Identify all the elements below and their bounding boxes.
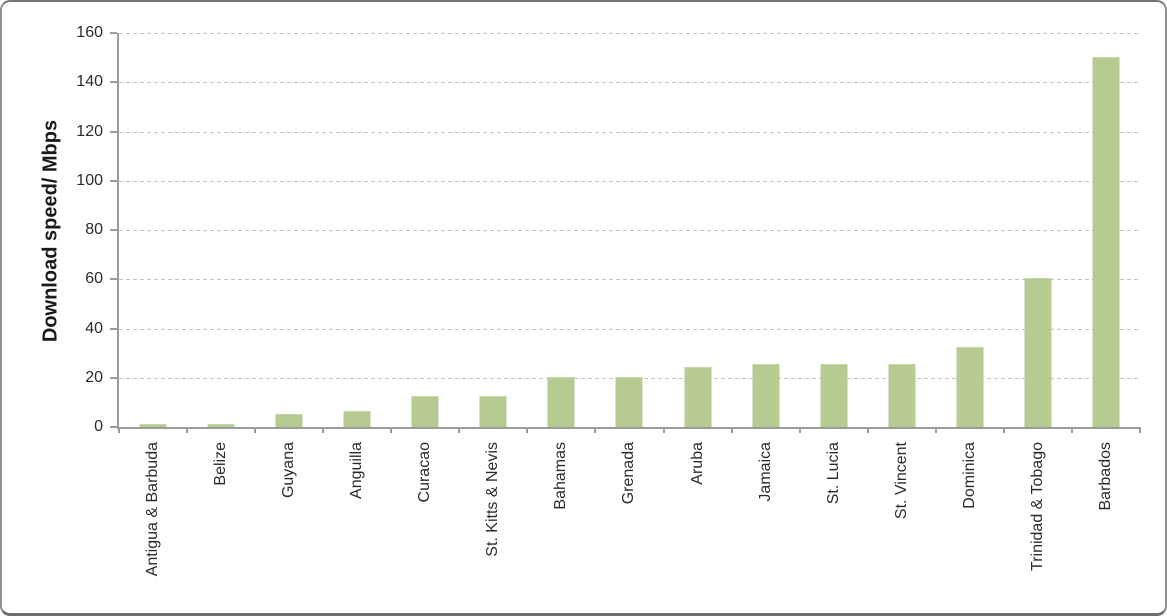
category-label: Barbados — [1096, 442, 1114, 511]
y-tick-label-0: 0 — [94, 418, 103, 435]
y-axis-tick — [110, 278, 117, 281]
bar-guyana — [275, 413, 303, 427]
category-column: Dominica — [936, 33, 1004, 509]
category-column: St. Kitts & Nevis — [459, 33, 527, 557]
bar-trinidad-tobago — [1024, 278, 1052, 427]
gridline-60 — [119, 279, 1140, 281]
category-label: Guyana — [280, 442, 298, 499]
category-column: Jamaica — [732, 33, 800, 502]
y-axis-tick — [110, 130, 117, 133]
x-axis-tick — [322, 427, 325, 433]
x-axis-tick — [798, 427, 801, 433]
category-label: Grenada — [620, 442, 638, 505]
x-axis-tick — [254, 427, 257, 433]
x-axis-tick — [118, 427, 120, 433]
x-axis-tick — [594, 427, 597, 433]
x-axis-tick — [934, 427, 937, 433]
bar-st-lucia — [820, 364, 848, 427]
y-axis-tick — [110, 179, 117, 182]
category-label: Trinidad & Tobago — [1028, 442, 1046, 571]
category-column: Antigua & Barbuda — [119, 33, 187, 576]
category-column: Anguilla — [323, 33, 391, 499]
y-tick-label-80: 80 — [85, 221, 103, 238]
y-axis-tick — [110, 81, 117, 84]
bar-curacao — [411, 396, 439, 427]
x-axis-tick — [730, 427, 733, 433]
bar-barbados — [1092, 56, 1120, 427]
bar-anguilla — [343, 411, 371, 427]
x-axis-tick — [1070, 427, 1073, 433]
gridline-160 — [119, 33, 1140, 34]
category-column: St. Vincent — [868, 33, 936, 519]
category-label: Antigua & Barbuda — [144, 442, 162, 577]
x-axis-tick — [390, 427, 393, 433]
bar-aruba — [684, 366, 712, 427]
bar-st-kitts-nevis — [479, 396, 507, 427]
category-label: Curacao — [416, 442, 434, 503]
x-axis-tick — [866, 427, 869, 433]
gridline-140 — [119, 82, 1140, 84]
category-label: Aruba — [688, 442, 706, 485]
gridline-100 — [119, 180, 1140, 182]
category-column: St. Lucia — [800, 33, 868, 504]
category-column: Aruba — [664, 33, 732, 485]
bar-st-vincent — [888, 364, 916, 427]
category-label: Belize — [212, 442, 230, 486]
bar-dominica — [956, 347, 984, 427]
bar-belize — [207, 423, 235, 427]
category-column: Curacao — [391, 33, 459, 502]
y-tick-label-160: 160 — [76, 24, 103, 41]
y-axis-tick — [110, 229, 117, 231]
plot-area: Antigua & Barbuda Belize Guyana Anguilla Cur… — [110, 32, 1141, 576]
category-label: St. Kitts & Nevis — [484, 442, 502, 557]
category-column: Guyana — [255, 33, 323, 498]
x-axis-tick — [526, 427, 529, 433]
category-label: St. Lucia — [824, 442, 842, 505]
y-tick-label-40: 40 — [85, 319, 103, 337]
bar-grenada — [615, 376, 643, 427]
y-tick-label-60: 60 — [85, 270, 103, 288]
category-column: Bahamas — [527, 33, 595, 510]
bar-jamaica — [752, 364, 780, 427]
gridline-80 — [119, 230, 1140, 231]
gridline-40 — [119, 328, 1140, 330]
category-label: Bahamas — [552, 442, 570, 510]
bar-bahamas — [547, 376, 575, 427]
y-tick-label-120: 120 — [76, 122, 103, 140]
category-column: Grenada — [595, 33, 663, 504]
category-column: Belize — [187, 33, 255, 486]
x-axis-tick — [1002, 427, 1005, 433]
y-axis-tick — [110, 426, 117, 428]
category-label: Anguilla — [348, 442, 366, 499]
y-tick-label-20: 20 — [85, 368, 103, 386]
category-column: Trinidad & Tobago — [1004, 33, 1072, 571]
y-tick-label-100: 100 — [76, 171, 103, 189]
x-axis-tick — [186, 427, 189, 433]
x-axis-tick — [662, 427, 665, 433]
category-label: St. Vincent — [892, 442, 910, 520]
y-axis-tick — [110, 327, 117, 330]
gridline-120 — [119, 131, 1140, 133]
category-label: Jamaica — [756, 442, 774, 502]
bar-antigua-barbuda — [139, 423, 167, 427]
category-label: Dominica — [960, 442, 978, 509]
x-axis-tick — [458, 427, 461, 433]
x-axis-tick — [1139, 427, 1141, 433]
y-tick-label-140: 140 — [76, 73, 103, 91]
y-axis-tick — [110, 376, 117, 379]
category-column: Barbados — [1072, 33, 1140, 511]
y-axis-tick — [110, 32, 117, 34]
